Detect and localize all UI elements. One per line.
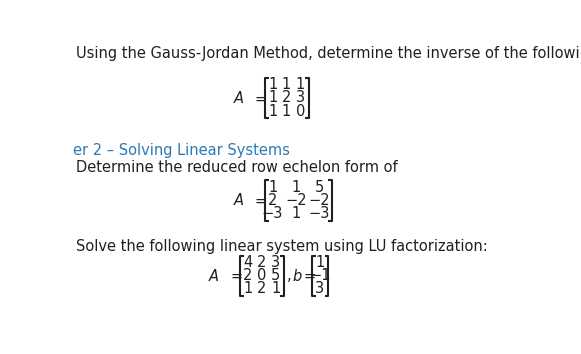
Text: 1: 1 bbox=[268, 103, 277, 119]
Text: $=$: $=$ bbox=[252, 90, 268, 105]
Text: $=$: $=$ bbox=[228, 268, 243, 283]
Text: 3: 3 bbox=[271, 255, 280, 270]
Text: −3: −3 bbox=[309, 206, 330, 221]
Text: $A$: $A$ bbox=[233, 192, 245, 209]
Text: −3: −3 bbox=[262, 206, 284, 221]
Text: 0: 0 bbox=[296, 103, 305, 119]
Text: 1: 1 bbox=[291, 206, 300, 221]
Text: 1: 1 bbox=[282, 77, 291, 92]
Text: $A$: $A$ bbox=[208, 268, 220, 284]
Text: 5: 5 bbox=[271, 268, 280, 283]
Text: $=$: $=$ bbox=[302, 268, 317, 283]
Text: 1: 1 bbox=[268, 90, 277, 105]
Text: er 2 – Solving Linear Systems: er 2 – Solving Linear Systems bbox=[73, 143, 289, 158]
Text: 1: 1 bbox=[282, 103, 291, 119]
Text: 5: 5 bbox=[314, 180, 324, 195]
Text: Solve the following linear system using LU factorization:: Solve the following linear system using … bbox=[77, 239, 488, 254]
Text: 1: 1 bbox=[268, 180, 277, 195]
Text: 1: 1 bbox=[268, 77, 277, 92]
Text: 1: 1 bbox=[271, 281, 280, 296]
Text: 1: 1 bbox=[296, 77, 305, 92]
Text: −1: −1 bbox=[309, 268, 331, 283]
Text: 3: 3 bbox=[296, 90, 305, 105]
Text: 0: 0 bbox=[257, 268, 267, 283]
Text: $=$: $=$ bbox=[252, 193, 268, 208]
Text: Using the Gauss-Jordan Method, determine the inverse of the following matrix:: Using the Gauss-Jordan Method, determine… bbox=[77, 46, 581, 61]
Text: 2: 2 bbox=[243, 268, 253, 283]
Text: 1: 1 bbox=[315, 255, 324, 270]
Text: $A$: $A$ bbox=[233, 90, 245, 106]
Text: 2: 2 bbox=[257, 281, 267, 296]
Text: 1: 1 bbox=[291, 180, 300, 195]
Text: −2: −2 bbox=[285, 193, 307, 208]
Text: ,: , bbox=[286, 268, 291, 283]
Text: $b$: $b$ bbox=[292, 268, 303, 284]
Text: 2: 2 bbox=[282, 90, 291, 105]
Text: 1: 1 bbox=[243, 281, 252, 296]
Text: −2: −2 bbox=[309, 193, 330, 208]
Text: 2: 2 bbox=[268, 193, 277, 208]
Text: Determine the reduced row echelon form of: Determine the reduced row echelon form o… bbox=[77, 160, 398, 175]
Text: 3: 3 bbox=[315, 281, 324, 296]
Text: 2: 2 bbox=[257, 255, 267, 270]
Text: 4: 4 bbox=[243, 255, 252, 270]
